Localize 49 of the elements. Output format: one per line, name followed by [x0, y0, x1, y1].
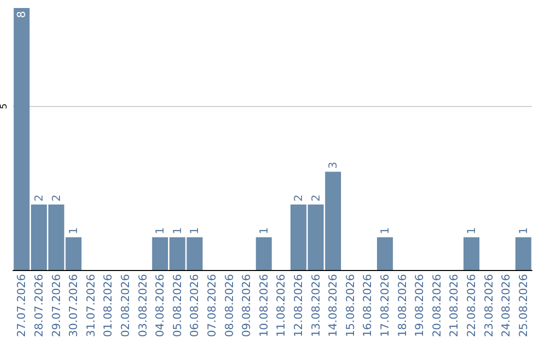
x-tick-label: 04.08.2026	[154, 274, 167, 337]
data-label: 1	[170, 227, 184, 234]
x-tick-label: 24.08.2026	[500, 274, 513, 337]
data-label: 1	[257, 227, 270, 234]
x-tick-label: 27.07.2026	[15, 274, 28, 337]
x-tick-label: 17.08.2026	[378, 274, 392, 337]
data-label: 2	[309, 194, 322, 202]
x-tick-label: 30.07.2026	[67, 274, 80, 337]
data-label: 1	[516, 227, 530, 234]
x-tick-label: 21.08.2026	[448, 274, 461, 337]
y-tick-label: 5	[0, 103, 10, 110]
x-tick-label: 09.08.2026	[240, 274, 254, 337]
x-tick-label: 25.08.2026	[516, 274, 530, 337]
x-tick-label: 20.08.2026	[430, 274, 444, 337]
x-tick-label: 18.08.2026	[396, 274, 409, 337]
bar	[463, 237, 480, 270]
data-label: 1	[67, 227, 80, 234]
data-label: 8	[15, 11, 28, 18]
x-tick-label: 15.08.2026	[344, 274, 357, 337]
x-tick-label: 22.08.2026	[464, 274, 478, 337]
x-tick-label: 08.08.2026	[222, 274, 236, 337]
x-tick-label: 29.07.2026	[50, 274, 63, 337]
x-tick-label: 11.08.2026	[274, 274, 288, 337]
data-label: 2	[50, 194, 63, 202]
x-tick-label: 07.08.2026	[205, 274, 218, 337]
x-tick-label: 31.07.2026	[84, 274, 98, 337]
x-tick-label: 16.08.2026	[361, 274, 374, 337]
data-label: 2	[292, 194, 305, 202]
x-tick-label: 23.08.2026	[482, 274, 496, 337]
x-tick-label: 02.08.2026	[118, 274, 132, 337]
x-tick-label: 10.08.2026	[257, 274, 270, 337]
data-label: 1	[188, 227, 202, 234]
x-tick-label: 13.08.2026	[309, 274, 322, 337]
data-label: 1	[154, 227, 167, 234]
x-tick-label: 05.08.2026	[170, 274, 184, 337]
x-tick-label: 19.08.2026	[413, 274, 426, 337]
x-tick-label: 01.08.2026	[102, 274, 115, 337]
x-tick-label: 12.08.2026	[292, 274, 305, 337]
x-tick-label: 14.08.2026	[326, 274, 340, 337]
data-label: 3	[326, 162, 340, 169]
data-label: 2	[32, 194, 46, 202]
bar	[376, 237, 393, 270]
bar	[256, 237, 272, 270]
data-label: 1	[464, 227, 478, 234]
data-label: 1	[378, 227, 392, 234]
bar	[515, 237, 532, 270]
x-tick-label: 03.08.2026	[136, 274, 150, 337]
x-tick-label: 28.07.2026	[32, 274, 46, 337]
x-tick-label: 06.08.2026	[188, 274, 202, 337]
